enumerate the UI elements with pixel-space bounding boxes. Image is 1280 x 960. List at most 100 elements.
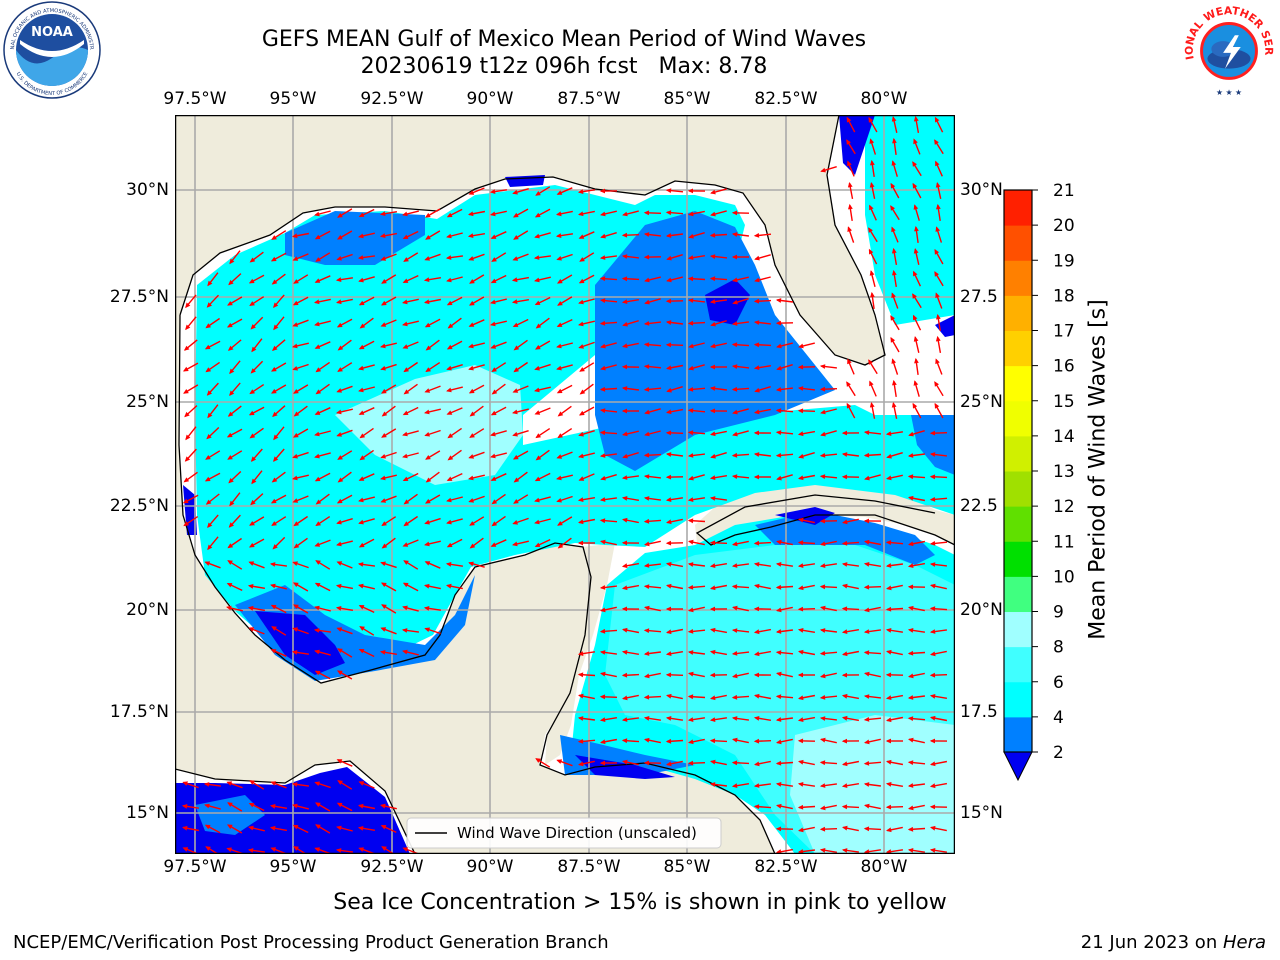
wave-direction-arrow xyxy=(643,210,662,216)
wave-direction-arrow xyxy=(314,341,331,349)
wave-direction-arrow xyxy=(358,276,375,283)
wave-direction-arrow xyxy=(423,277,442,282)
wave-direction-arrow xyxy=(270,781,287,789)
wave-direction-arrow xyxy=(599,650,617,655)
colorbar-tick-label: 17 xyxy=(1053,322,1075,342)
wave-direction-arrow xyxy=(379,232,398,238)
wave-direction-arrow xyxy=(314,649,331,656)
wave-direction-arrow xyxy=(269,804,288,809)
wave-direction-arrow xyxy=(183,339,198,351)
wave-direction-arrow xyxy=(776,671,793,678)
wave-direction-arrow xyxy=(314,582,331,592)
wave-direction-arrow xyxy=(336,802,353,812)
wave-direction-arrow xyxy=(490,210,507,217)
wave-direction-arrow xyxy=(687,276,706,282)
wave-direction-arrow xyxy=(599,255,617,260)
wave-direction-arrow xyxy=(490,298,507,305)
wave-direction-arrow xyxy=(929,562,947,567)
wave-direction-arrow xyxy=(402,452,419,459)
wave-direction-arrow xyxy=(666,693,683,700)
wave-direction-arrow xyxy=(891,160,898,177)
wave-direction-arrow xyxy=(841,629,860,634)
wave-direction-arrow xyxy=(754,760,771,767)
wave-direction-arrow xyxy=(425,208,441,218)
wave-direction-arrow xyxy=(847,226,855,243)
wave-direction-arrow xyxy=(402,320,419,327)
wave-direction-arrow xyxy=(929,606,948,612)
wave-direction-arrow xyxy=(512,408,529,415)
wave-direction-arrow xyxy=(491,252,507,262)
lat-tick-left: 25°N xyxy=(126,392,169,412)
wave-direction-arrow xyxy=(864,539,882,546)
wave-direction-arrow xyxy=(247,584,266,589)
wave-direction-arrow xyxy=(204,824,221,834)
wave-direction-arrow xyxy=(599,585,617,590)
wave-direction-arrow xyxy=(534,208,551,218)
wave-direction-arrow xyxy=(841,738,860,744)
graticule xyxy=(175,115,955,854)
colorbar-segment xyxy=(1004,471,1032,507)
wave-direction-arrow xyxy=(864,738,881,745)
wave-direction-arrow xyxy=(425,450,441,460)
colorbar-segment xyxy=(1004,681,1032,718)
wave-direction-arrow xyxy=(907,760,926,765)
lon-tick-top: 95°W xyxy=(269,89,317,109)
wave-direction-arrow xyxy=(754,254,771,261)
wave-direction-arrow xyxy=(271,362,287,372)
wave-direction-arrow xyxy=(754,583,771,590)
lat-tick-right: 15°N xyxy=(960,803,1003,823)
wave-direction-arrow xyxy=(776,342,793,349)
wave-direction-arrow xyxy=(555,233,574,238)
wave-direction-arrow xyxy=(797,408,816,414)
wave-direction-arrow xyxy=(731,628,750,633)
lon-tick-top: 85°W xyxy=(663,89,711,109)
wave-direction-arrow xyxy=(314,472,331,482)
wave-direction-arrow xyxy=(600,474,617,481)
wave-direction-arrow xyxy=(424,517,441,525)
colorbar-segment xyxy=(1004,611,1032,648)
lon-tick-top: 90°W xyxy=(466,89,514,109)
wave-direction-arrow xyxy=(227,560,243,570)
wave-direction-arrow xyxy=(732,298,749,305)
wave-direction-arrow xyxy=(272,339,286,351)
wave-direction-arrow xyxy=(579,383,594,395)
wave-direction-arrow xyxy=(841,452,859,457)
wave-direction-arrow xyxy=(797,628,816,633)
wave-direction-arrow xyxy=(731,342,750,348)
wave-direction-arrow xyxy=(687,453,705,458)
wave-direction-arrow xyxy=(336,825,353,832)
wave-direction-arrow xyxy=(621,232,640,238)
wave-direction-arrow xyxy=(914,357,919,375)
wave-direction-arrow xyxy=(841,783,860,788)
wave-direction-arrow xyxy=(666,583,684,590)
wave-direction-arrow xyxy=(184,448,197,462)
wave-period-shading xyxy=(175,115,955,854)
wave-direction-arrow xyxy=(885,738,903,744)
colorbar-tick-label: 16 xyxy=(1053,357,1075,377)
wave-direction-arrow xyxy=(270,649,287,657)
wave-direction-arrow xyxy=(841,848,859,853)
wave-direction-arrow xyxy=(249,516,265,526)
colorbar-tick-label: 20 xyxy=(1053,216,1075,236)
wave-direction-arrow xyxy=(291,650,310,655)
wave-direction-arrow xyxy=(908,804,925,811)
wave-direction-arrow xyxy=(644,276,661,283)
wave-direction-arrow xyxy=(380,363,397,371)
wave-direction-arrow xyxy=(687,408,706,413)
colorbar-segment xyxy=(1004,646,1032,683)
wave-direction-arrow xyxy=(513,361,528,373)
wave-direction-arrow xyxy=(533,255,551,260)
wave-direction-arrow xyxy=(754,650,772,657)
wave-direction-arrow xyxy=(578,760,595,767)
wave-direction-arrow xyxy=(731,210,750,216)
wave-direction-arrow xyxy=(819,651,838,656)
wave-direction-arrow xyxy=(578,231,595,239)
wave-direction-arrow xyxy=(687,255,706,260)
colorbar-tick-label: 9 xyxy=(1053,603,1064,623)
wave-direction-arrow xyxy=(687,188,706,194)
wave-direction-arrow xyxy=(272,536,286,550)
wave-direction-arrow xyxy=(891,247,898,266)
wave-direction-arrow xyxy=(930,825,947,832)
wave-direction-arrow xyxy=(469,296,485,306)
wave-direction-arrow xyxy=(249,296,265,306)
